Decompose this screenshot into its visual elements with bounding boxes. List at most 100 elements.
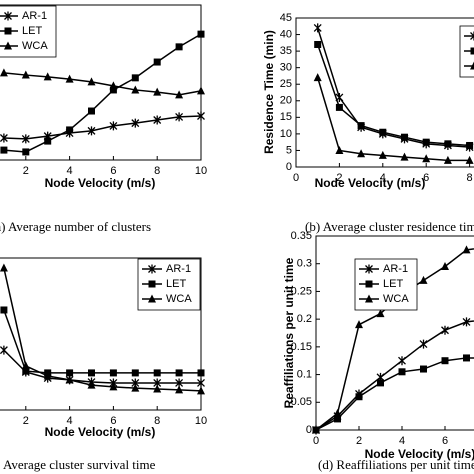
marker-square	[463, 354, 470, 362]
marker-square	[444, 140, 452, 148]
marker-star	[419, 339, 428, 349]
marker-triangle	[0, 263, 8, 272]
y-tick-label: 0	[306, 424, 312, 436]
series-line	[3, 309, 201, 374]
marker-triangle	[376, 309, 385, 318]
marker-star	[21, 134, 30, 144]
y-tick-label: 0.1	[297, 368, 312, 380]
marker-star	[175, 112, 184, 122]
y-tick-label: 45	[280, 12, 292, 24]
marker-square	[365, 280, 373, 288]
marker-star	[87, 126, 96, 136]
marker-triangle	[365, 294, 373, 303]
x-tick-label: 4	[67, 415, 73, 427]
series-line	[3, 267, 202, 392]
marker-triangle	[465, 155, 474, 164]
marker-star	[365, 264, 373, 274]
x-tick-label: 4	[67, 165, 73, 177]
marker-square	[109, 86, 117, 94]
marker-square	[466, 141, 474, 149]
marker-square	[470, 47, 474, 55]
marker-star	[148, 264, 156, 274]
x-tick-label: 6	[423, 172, 429, 184]
legend-label: LET	[383, 278, 403, 290]
caption: (a) Average number of clusters	[0, 219, 151, 234]
marker-square	[153, 369, 161, 377]
y-tick-label: 0	[286, 161, 292, 173]
marker-square	[22, 148, 30, 156]
series-line	[3, 33, 202, 153]
x-axis-title: Node Velocity (m/s)	[45, 425, 156, 439]
x-axis-title: Node Velocity (m/s)	[365, 447, 474, 461]
caption: (c) Average cluster survival time	[0, 457, 156, 472]
marker-triangle	[131, 85, 140, 94]
marker-square	[175, 43, 183, 51]
x-tick-label: 6	[110, 415, 116, 427]
marker-triangle	[312, 425, 320, 434]
marker-square	[131, 74, 139, 82]
marker-square	[22, 367, 30, 375]
marker-triangle	[197, 86, 205, 95]
marker-star	[0, 345, 8, 355]
marker-square	[109, 369, 117, 377]
x-tick-label: 6	[442, 435, 448, 447]
legend-label: AR-1	[166, 263, 191, 275]
marker-star	[441, 325, 449, 335]
marker-square	[153, 58, 161, 66]
marker-triangle	[109, 382, 118, 391]
marker-square	[335, 103, 343, 111]
marker-star	[313, 23, 322, 33]
marker-triangle	[0, 68, 8, 77]
marker-triangle	[65, 74, 74, 83]
y-tick-label: 40	[280, 28, 292, 40]
marker-star	[109, 121, 118, 131]
marker-triangle	[441, 261, 449, 270]
series-line	[3, 349, 201, 384]
marker-triangle	[378, 150, 387, 159]
marker-triangle	[462, 245, 471, 254]
marker-star	[131, 118, 140, 128]
x-tick-label: 8	[154, 165, 160, 177]
y-tick-label: 0.3	[297, 258, 312, 270]
y-tick-label: 0.15	[291, 341, 312, 353]
legend-label: WCA	[166, 293, 192, 305]
marker-triangle	[87, 380, 96, 389]
legend-label: LET	[22, 25, 42, 37]
series-line	[316, 27, 470, 148]
marker-square	[44, 137, 52, 145]
marker-square	[420, 365, 427, 373]
x-tick-label: 10	[195, 415, 207, 427]
marker-triangle	[175, 90, 184, 99]
marker-square	[131, 369, 139, 377]
series-line	[316, 77, 470, 162]
marker-triangle	[419, 275, 428, 284]
x-tick-label: 0	[313, 435, 319, 447]
y-tick-label: 30	[280, 62, 292, 74]
legend-label: AR-1	[22, 10, 47, 22]
x-tick-label: 8	[154, 415, 160, 427]
marker-triangle	[109, 81, 118, 90]
marker-star	[398, 356, 406, 366]
marker-star	[197, 111, 205, 121]
marker-square	[401, 133, 408, 141]
series-line	[3, 115, 202, 140]
x-tick-label: 0	[293, 172, 299, 184]
marker-square	[4, 27, 12, 35]
marker-triangle	[131, 383, 140, 392]
marker-square	[422, 138, 430, 146]
marker-triangle	[175, 385, 184, 394]
marker-triangle	[333, 408, 342, 417]
marker-triangle	[355, 320, 363, 329]
marker-triangle	[197, 386, 205, 395]
y-axis-title: Reaffiliations per unit time	[282, 257, 296, 408]
marker-triangle	[148, 294, 156, 303]
y-tick-label: 0.05	[291, 396, 312, 408]
x-axis-title: Node Velocity (m/s)	[45, 176, 156, 190]
marker-square	[66, 126, 74, 134]
marker-triangle	[422, 154, 431, 163]
y-tick-label: 25	[280, 78, 292, 90]
y-tick-label: 15	[280, 111, 292, 123]
marker-square	[88, 369, 95, 377]
plot-frame	[0, 4, 202, 161]
